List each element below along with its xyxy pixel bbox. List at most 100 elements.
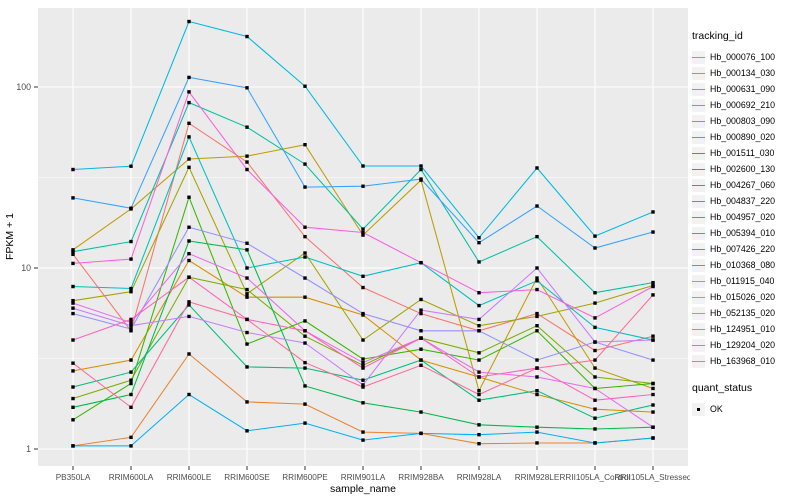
data-point — [535, 266, 539, 270]
x-tick-label: RRIM928LE — [515, 473, 560, 482]
data-point — [187, 225, 191, 229]
data-point — [71, 301, 75, 305]
legend-item-Hb_004957_020: Hb_004957_020 — [692, 209, 798, 225]
data-point — [419, 164, 423, 168]
legend-item-Hb_002600_130: Hb_002600_130 — [692, 161, 798, 177]
series-color-line-icon — [692, 136, 705, 139]
legend-item-label: Hb_124951_010 — [710, 324, 776, 334]
data-point — [419, 358, 423, 362]
black-square-marker-icon — [697, 407, 701, 411]
x-tick-label: RRIM600LE — [167, 473, 212, 482]
data-point — [187, 239, 191, 243]
data-point — [71, 444, 75, 448]
data-point — [477, 236, 481, 240]
legend-item-label: Hb_163968_010 — [710, 356, 776, 366]
data-point — [129, 317, 133, 322]
series-color-line-icon — [692, 152, 705, 155]
legend-item-label: Hb_007426_220 — [710, 244, 776, 254]
data-point — [477, 375, 481, 379]
data-point — [245, 276, 249, 280]
legend-item-label: Hb_000076_100 — [710, 52, 776, 62]
data-point — [535, 329, 539, 333]
data-point — [419, 260, 423, 265]
legend-item-Hb_124951_010: Hb_124951_010 — [692, 321, 798, 337]
data-point — [129, 323, 133, 328]
data-point — [477, 260, 481, 264]
data-point — [593, 398, 597, 402]
data-point — [245, 241, 249, 245]
data-point — [129, 378, 133, 382]
y-tick-label: 100 — [16, 82, 31, 92]
data-point — [303, 251, 307, 255]
data-point — [419, 297, 423, 302]
data-point — [477, 351, 481, 355]
data-point — [593, 348, 597, 353]
data-point — [651, 280, 655, 285]
legend-key — [692, 226, 705, 240]
legend-key — [692, 338, 705, 352]
legend-panel: tracking_id Hb_000076_100 Hb_000134_030 Hb… — [692, 30, 798, 417]
data-point — [477, 317, 481, 322]
legend-key — [692, 290, 705, 304]
data-point — [477, 240, 481, 245]
series-color-line-icon — [692, 248, 705, 251]
data-point — [245, 330, 249, 335]
data-point — [361, 385, 365, 389]
x-tick-label: RRII105LA_Control — [560, 473, 631, 482]
data-point — [71, 338, 75, 342]
series-color-line-icon — [692, 264, 705, 267]
data-point — [71, 284, 75, 289]
series-color-line-icon — [692, 312, 705, 315]
series-color-line-icon — [692, 184, 705, 187]
legend-item-Hb_011915_040: Hb_011915_040 — [692, 273, 798, 289]
data-point — [535, 441, 539, 445]
x-tick-label: RRIM928BA — [398, 473, 444, 482]
data-point — [593, 246, 597, 250]
legend-item-Hb_015026_020: Hb_015026_020 — [692, 289, 798, 305]
data-point — [129, 320, 133, 325]
legend-key — [692, 66, 705, 80]
data-point — [593, 301, 597, 305]
data-point — [651, 230, 655, 234]
data-point — [593, 416, 597, 420]
data-point — [245, 86, 249, 90]
data-point — [477, 432, 481, 437]
legend-item-Hb_000803_090: Hb_000803_090 — [692, 113, 798, 129]
data-point — [303, 329, 307, 333]
data-point — [477, 323, 481, 328]
data-point — [187, 251, 191, 256]
y-tick-label: 10 — [21, 263, 31, 273]
data-point — [129, 327, 133, 331]
legend-item-Hb_052135_020: Hb_052135_020 — [692, 305, 798, 321]
legend-item-Hb_000692_210: Hb_000692_210 — [692, 97, 798, 113]
legend-item-label: Hb_000134_030 — [710, 68, 776, 78]
data-point — [419, 308, 423, 312]
data-point — [593, 358, 597, 362]
data-point — [593, 386, 597, 391]
data-point — [187, 300, 191, 304]
data-point — [419, 431, 423, 436]
data-point — [361, 366, 365, 370]
data-point — [361, 383, 365, 387]
legend-tracking-entries: Hb_000076_100 Hb_000134_030 Hb_000631_090 H… — [692, 49, 798, 369]
data-point — [129, 329, 133, 333]
legend-key — [692, 50, 705, 64]
data-point — [477, 303, 481, 308]
data-point — [593, 441, 597, 445]
data-point — [477, 398, 481, 402]
data-point — [129, 435, 133, 440]
data-point — [71, 248, 75, 252]
data-point — [593, 234, 597, 238]
data-point — [71, 396, 75, 401]
data-point — [303, 255, 307, 259]
legend-key — [692, 146, 705, 160]
data-point — [361, 274, 365, 278]
data-point — [187, 100, 191, 105]
series-color-line-icon — [692, 344, 705, 347]
data-point — [651, 403, 655, 407]
legend-item-label: Hb_000890_020 — [710, 132, 776, 142]
data-point — [651, 358, 655, 362]
data-point — [361, 285, 365, 290]
data-point — [245, 429, 249, 433]
data-point — [651, 386, 655, 391]
